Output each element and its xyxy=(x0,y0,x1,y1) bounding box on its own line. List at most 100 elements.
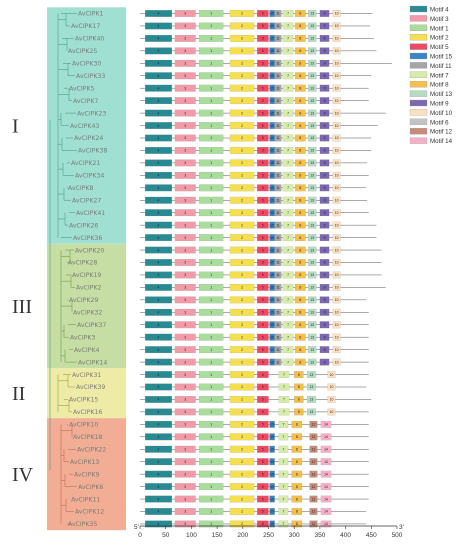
motif-number: 5 xyxy=(262,86,264,90)
motif-number: 1 xyxy=(210,62,212,66)
motif-5 xyxy=(257,420,269,428)
motif-number: 7 xyxy=(287,186,289,190)
legend-label: Motif 7 xyxy=(430,72,449,79)
motif-7 xyxy=(282,346,294,354)
motif-5 xyxy=(257,284,269,291)
motif-5 xyxy=(257,321,269,329)
gene-label: AvCIPK21 xyxy=(71,160,100,167)
motif-7 xyxy=(282,59,294,67)
motif-2 xyxy=(229,396,255,403)
motif-number: 12 xyxy=(312,423,316,427)
motif-number: 5 xyxy=(262,323,264,327)
motif-number: 7 xyxy=(287,24,289,28)
motif-number: 7 xyxy=(287,261,289,265)
motif-number: 3 xyxy=(184,348,186,352)
motif-5 xyxy=(257,97,269,105)
motif-number: 4 xyxy=(158,385,160,389)
motif-9 xyxy=(319,59,330,67)
motif-8 xyxy=(295,84,306,92)
motif-15 xyxy=(269,420,275,428)
motif-number: 5 xyxy=(262,510,264,514)
motif-number: 9 xyxy=(324,236,326,240)
legend-swatch xyxy=(409,43,428,50)
motif-9 xyxy=(319,184,330,192)
motif-number: 15 xyxy=(270,111,274,115)
motif-7 xyxy=(278,445,289,453)
motif-4 xyxy=(145,358,172,366)
motif-number: 2 xyxy=(241,360,243,364)
motif-8 xyxy=(295,171,306,179)
motif-number: 2 xyxy=(241,311,243,315)
motif-2 xyxy=(229,358,255,366)
motif-10 xyxy=(332,59,341,67)
motif-11 xyxy=(274,271,282,279)
motif-number: 7 xyxy=(282,423,284,427)
motif-number: 2 xyxy=(241,348,243,352)
motif-11 xyxy=(274,97,282,105)
motif-number: 7 xyxy=(282,435,284,439)
motif-2 xyxy=(229,184,255,192)
motif-9 xyxy=(319,122,330,129)
motif-2 xyxy=(229,84,255,92)
motif-number: 11 xyxy=(276,186,280,190)
motif-10 xyxy=(332,321,341,329)
motif-number: 9 xyxy=(324,124,326,128)
motif-number: 5 xyxy=(262,348,264,352)
motif-number: 13 xyxy=(310,261,314,265)
motif-number: 4 xyxy=(158,373,160,377)
motif-number: 3 xyxy=(184,12,186,16)
motif-9 xyxy=(319,35,330,42)
group-boxes xyxy=(47,7,126,531)
legend-swatch xyxy=(409,99,428,107)
motif-14 xyxy=(320,495,332,503)
motif-13 xyxy=(308,147,317,154)
motif-3 xyxy=(174,97,196,105)
motif-7 xyxy=(282,209,294,217)
motif-number: 15 xyxy=(270,435,274,439)
motif-number: 4 xyxy=(158,423,160,427)
motif-2 xyxy=(229,221,255,229)
motif-number: 13 xyxy=(310,236,314,240)
motif-7 xyxy=(282,84,294,92)
motif-number: 1 xyxy=(210,360,212,364)
motif-13 xyxy=(308,333,317,341)
motif-7 xyxy=(282,321,294,329)
motif-number: 8 xyxy=(299,286,301,290)
motif-number: 1 xyxy=(210,24,212,28)
motif-15 xyxy=(269,483,275,490)
motif-number: 2 xyxy=(241,485,243,489)
motif-number: 3 xyxy=(184,423,186,427)
motif-number: 4 xyxy=(158,99,160,103)
motif-1 xyxy=(199,35,224,42)
motif-10 xyxy=(332,22,341,30)
motif-number: 9 xyxy=(324,62,326,66)
motif-number: 11 xyxy=(276,236,280,240)
motif-number: 13 xyxy=(310,99,314,103)
motif-number: 3 xyxy=(184,472,186,476)
motif-7 xyxy=(278,470,289,478)
motif-number: 2 xyxy=(241,398,243,402)
motif-number: 4 xyxy=(158,323,160,327)
motif-number: 9 xyxy=(324,335,326,339)
motif-number: 14 xyxy=(324,510,328,514)
motif-7 xyxy=(282,109,294,117)
motif-number: 2 xyxy=(241,24,243,28)
motif-5 xyxy=(257,396,269,403)
motif-5 xyxy=(257,72,269,80)
legend-label: Motif 3 xyxy=(430,16,449,23)
motif-number: 3 xyxy=(184,37,186,41)
motif-number: 2 xyxy=(241,497,243,501)
motif-number: 8 xyxy=(299,174,301,178)
gene-label: AvCIPK15 xyxy=(69,397,98,404)
motif-number: 4 xyxy=(158,348,160,352)
motif-number: 3 xyxy=(184,298,186,302)
motif-5 xyxy=(257,159,269,167)
motif-number: 11 xyxy=(276,136,280,140)
motif-3 xyxy=(174,35,196,42)
motif-number: 5 xyxy=(262,149,264,153)
motif-number: 11 xyxy=(276,198,280,202)
motif-8 xyxy=(295,10,306,17)
motif-number: 5 xyxy=(262,485,264,489)
motif-13 xyxy=(308,246,317,254)
motif-9 xyxy=(319,196,330,204)
